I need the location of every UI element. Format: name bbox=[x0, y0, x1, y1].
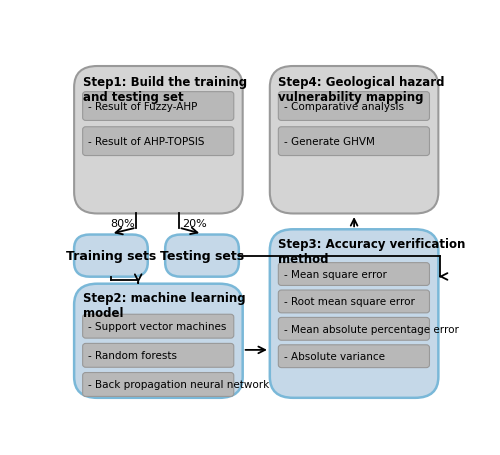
FancyBboxPatch shape bbox=[82, 127, 234, 156]
Text: - Support vector machines: - Support vector machines bbox=[88, 322, 227, 331]
Text: Step3: Accuracy verification
method: Step3: Accuracy verification method bbox=[278, 238, 466, 265]
FancyBboxPatch shape bbox=[82, 344, 234, 368]
FancyBboxPatch shape bbox=[74, 235, 148, 277]
Text: - Absolute variance: - Absolute variance bbox=[284, 351, 385, 361]
Text: 20%: 20% bbox=[182, 218, 206, 228]
FancyBboxPatch shape bbox=[278, 127, 430, 156]
FancyBboxPatch shape bbox=[278, 92, 430, 121]
FancyBboxPatch shape bbox=[74, 67, 242, 214]
FancyBboxPatch shape bbox=[82, 314, 234, 339]
Text: - Root mean square error: - Root mean square error bbox=[284, 297, 415, 307]
Text: Step2: machine learning
model: Step2: machine learning model bbox=[82, 292, 245, 320]
Text: Testing sets: Testing sets bbox=[160, 249, 244, 263]
Text: - Result of Fuzzy-AHP: - Result of Fuzzy-AHP bbox=[88, 102, 198, 112]
FancyBboxPatch shape bbox=[270, 67, 438, 214]
FancyBboxPatch shape bbox=[74, 284, 242, 398]
FancyBboxPatch shape bbox=[278, 318, 430, 340]
FancyBboxPatch shape bbox=[278, 345, 430, 368]
Text: Training sets: Training sets bbox=[66, 249, 156, 263]
Text: - Generate GHVM: - Generate GHVM bbox=[284, 137, 375, 147]
Text: 80%: 80% bbox=[110, 218, 136, 228]
FancyBboxPatch shape bbox=[278, 263, 430, 286]
FancyBboxPatch shape bbox=[165, 235, 239, 277]
FancyBboxPatch shape bbox=[82, 92, 234, 121]
Text: - Comparative analysis: - Comparative analysis bbox=[284, 102, 404, 112]
Text: Step1: Build the training
and testing set: Step1: Build the training and testing se… bbox=[82, 76, 247, 104]
FancyBboxPatch shape bbox=[278, 290, 430, 313]
Text: - Random forests: - Random forests bbox=[88, 350, 178, 360]
Text: - Back propagation neural network: - Back propagation neural network bbox=[88, 379, 270, 389]
Text: Step4: Geological hazard
vulnerability mapping: Step4: Geological hazard vulnerability m… bbox=[278, 76, 445, 104]
Text: - Result of AHP-TOPSIS: - Result of AHP-TOPSIS bbox=[88, 137, 205, 147]
FancyBboxPatch shape bbox=[270, 230, 438, 398]
Text: - Mean square error: - Mean square error bbox=[284, 269, 387, 279]
Text: - Mean absolute percentage error: - Mean absolute percentage error bbox=[284, 324, 459, 334]
FancyBboxPatch shape bbox=[82, 373, 234, 397]
